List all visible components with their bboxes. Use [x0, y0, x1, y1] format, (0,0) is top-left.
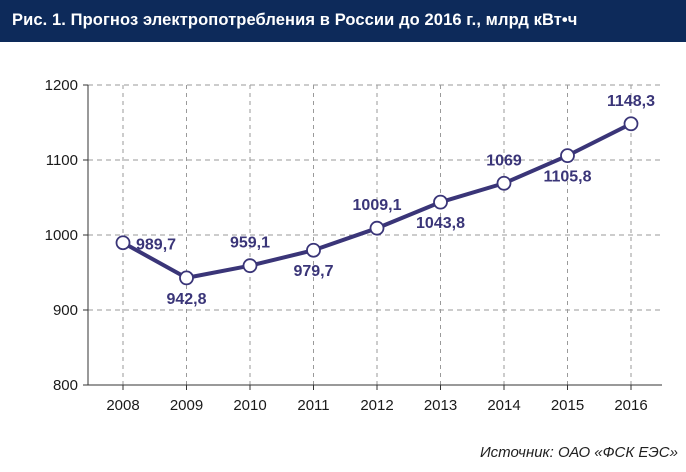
title-bar: Рис. 1. Прогноз электропотребления в Рос…	[0, 0, 686, 42]
data-point	[306, 242, 321, 258]
data-label: 1105,8	[543, 169, 591, 186]
data-label: 989,7	[136, 237, 176, 254]
data-point	[623, 116, 639, 132]
y-tick-label: 1200	[45, 77, 78, 94]
y-tick-label: 900	[53, 302, 78, 319]
x-tick-label: 2011	[297, 397, 329, 414]
data-point	[433, 194, 448, 210]
data-label: 1043,8	[416, 215, 465, 232]
source-note: Источник: ОАО «ФСК ЕЭС»	[479, 444, 678, 461]
x-tick-label: 2010	[233, 397, 266, 414]
data-labels: 989,7 942,8 959,1 979,7 1009,1 1043,8 1069 1105…	[136, 93, 655, 308]
axes: 800 900 1000 1100 1200 2008 2009 2010 2011 2012 20…	[45, 77, 662, 414]
data-label: 959,1	[230, 235, 270, 252]
data-label: 1009,1	[353, 197, 402, 214]
x-tick-label: 2016	[614, 397, 647, 414]
x-tick-label: 2014	[487, 397, 520, 414]
x-tick-label: 2008	[106, 397, 139, 414]
data-label: 942,8	[166, 291, 206, 308]
data-point	[560, 148, 575, 164]
data-label: 979,7	[293, 263, 333, 280]
y-tick-label: 1100	[46, 152, 78, 169]
chart-title: Рис. 1. Прогноз электропотребления в Рос…	[12, 11, 578, 29]
data-label: 1148,3	[607, 93, 655, 110]
chart-area: 800 900 1000 1100 1200 2008 2009 2010 2011 2012 20…	[0, 42, 686, 467]
x-tick-label: 2012	[360, 397, 393, 414]
data-points	[115, 116, 639, 286]
data-label: 1069	[486, 152, 522, 169]
x-tick-label: 2013	[424, 397, 457, 414]
data-point	[369, 220, 385, 236]
x-tick-label: 2015	[551, 397, 584, 414]
data-point	[242, 258, 258, 274]
data-point	[179, 270, 194, 286]
data-point	[496, 175, 512, 191]
y-tick-label: 800	[53, 377, 78, 394]
y-tick-label: 1000	[45, 227, 78, 244]
data-point	[115, 235, 131, 251]
line-chart: 800 900 1000 1100 1200 2008 2009 2010 2011 2012 20…	[45, 77, 662, 414]
x-tick-label: 2009	[170, 397, 203, 414]
